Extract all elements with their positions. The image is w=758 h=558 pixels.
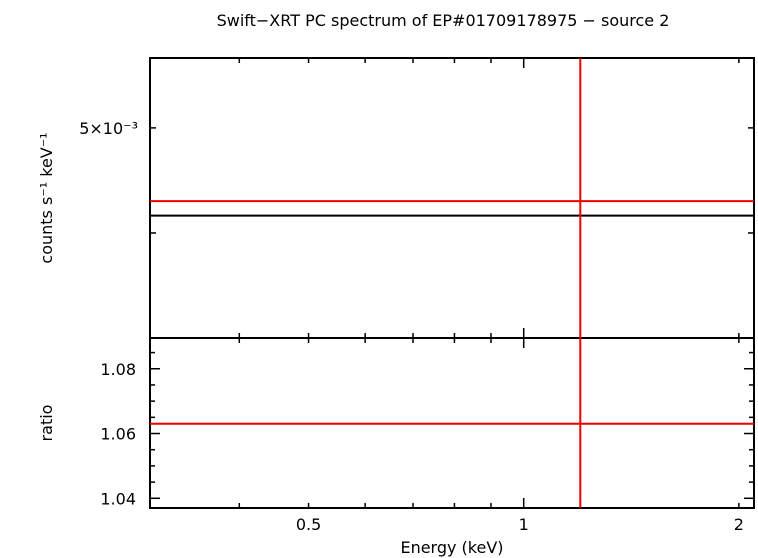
y-tick-label-ratio-1.04: 1.04 xyxy=(100,489,136,508)
y-tick-label-spectrum: 5×10⁻³ xyxy=(79,119,138,138)
y-axis-label-spectrum: counts s⁻¹ keV⁻¹ xyxy=(37,132,56,263)
spectrum-panel-frame xyxy=(149,57,755,339)
x-tick-label-2: 2 xyxy=(734,515,744,534)
x-tick-label-1: 1 xyxy=(519,515,529,534)
y-tick-label-ratio-1.06: 1.06 xyxy=(100,425,136,444)
chart-title: Swift−XRT PC spectrum of EP#01709178975 … xyxy=(217,11,670,30)
y-axis-label-ratio: ratio xyxy=(37,405,56,442)
x-axis-label: Energy (keV) xyxy=(400,538,503,557)
x-tick-label-0.5: 0.5 xyxy=(296,515,321,534)
y-tick-label-ratio-1.08: 1.08 xyxy=(100,360,136,379)
